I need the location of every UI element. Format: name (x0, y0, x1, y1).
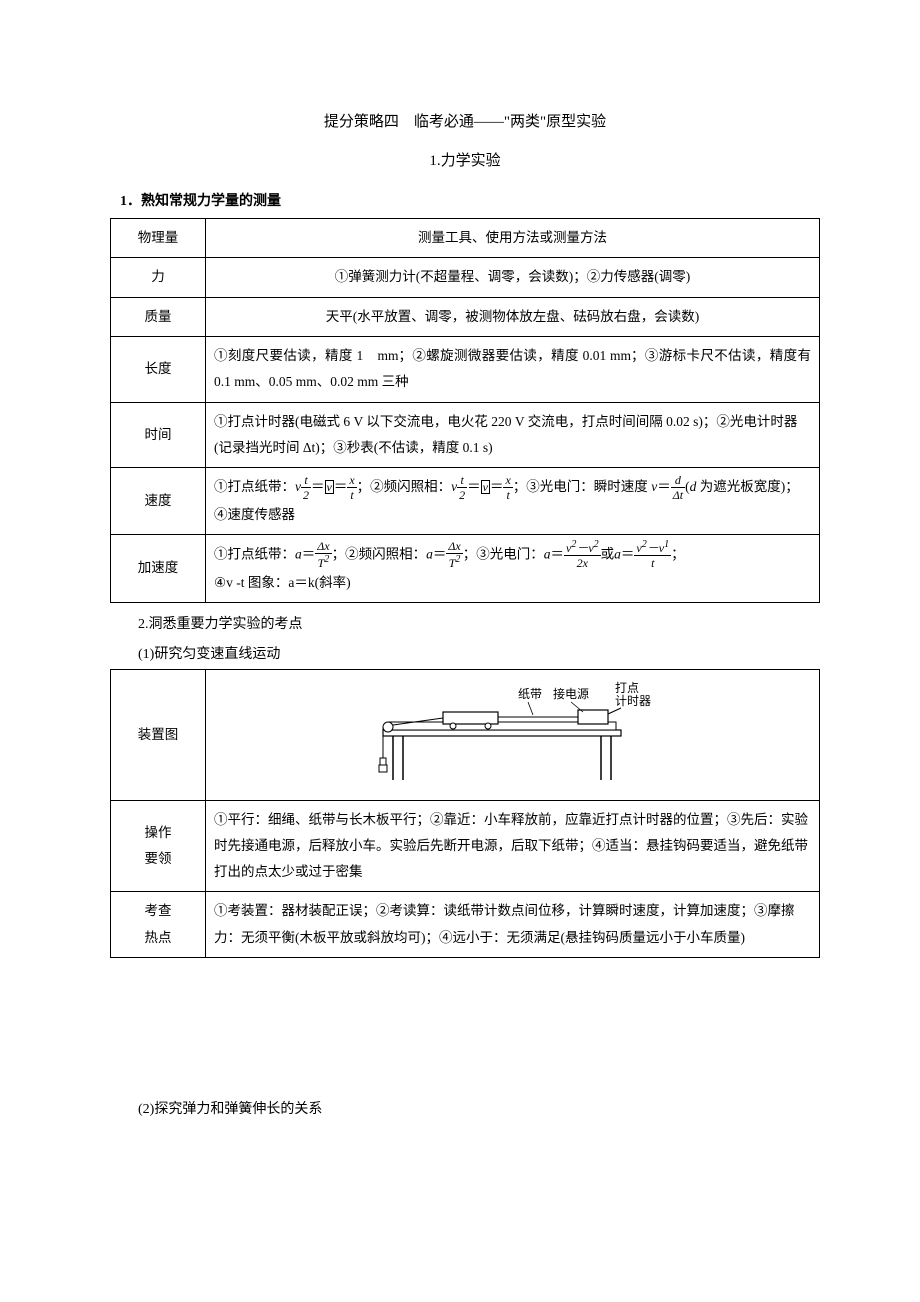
table-row: 质量 天平(水平放置、调零，被测物体放左盘、砝码放右盘，会读数) (111, 297, 820, 336)
row-text-mass: 天平(水平放置、调零，被测物体放左盘、砝码放右盘，会读数) (206, 297, 820, 336)
section2-heading: 2.洞悉重要力学实验的考点 (138, 613, 820, 633)
row-label-mass: 质量 (111, 297, 206, 336)
row-text-hotspot: ①考装置：器材装配正误；②考读算：读纸带计数点间位移，计算瞬时速度，计算加速度；… (206, 892, 820, 958)
experiment1-title: (1)研究匀变速直线运动 (138, 643, 820, 663)
row-label-time: 时间 (111, 402, 206, 468)
v-part3: ；③光电门：瞬时速度 (513, 479, 651, 494)
table-row: 装置图 (111, 670, 820, 800)
label-tape: 纸带 (518, 687, 542, 701)
row-text-time: ①打点计时器(电磁式 6 V 以下交流电，电火花 220 V 交流电，打点时间间… (206, 402, 820, 468)
label-timer-2: 计时器 (615, 694, 651, 708)
table-row: 加速度 ①打点纸带：a＝ΔxT2；②频闪照相：a＝ΔxT2；③光电门：a＝v2－… (111, 534, 820, 602)
row-text-accel: ①打点纸带：a＝ΔxT2；②频闪照相：a＝ΔxT2；③光电门：a＝v2－v22x… (206, 534, 820, 602)
table-row: 考查 热点 ①考装置：器材装配正误；②考读算：读纸带计数点间位移，计算瞬时速度，… (111, 892, 820, 958)
table-row: 操作 要领 ①平行：细绳、纸带与长木板平行；②靠近：小车释放前，应靠近打点计时器… (111, 800, 820, 892)
header-quantity: 物理量 (111, 219, 206, 258)
row-label-operation: 操作 要领 (111, 800, 206, 892)
row-label-velocity: 速度 (111, 468, 206, 535)
v-part2: ；②频闪照相： (357, 479, 452, 494)
row-label-diagram: 装置图 (111, 670, 206, 800)
a-part1: ①打点纸带： (214, 547, 295, 562)
experiment2-title: (2)探究弹力和弹簧伸长的关系 (138, 1098, 820, 1118)
a-part6: ④v -t 图象：a＝k(斜率) (214, 575, 351, 590)
apparatus-svg: 纸带 接电源 打点 计时器 (353, 680, 673, 780)
label-timer-1: 打点 (615, 681, 639, 695)
a-part3: ；③光电门： (463, 547, 544, 562)
doc-subtitle: 1.力学实验 (110, 149, 820, 170)
table-row: 时间 ①打点计时器(电磁式 6 V 以下交流电，电火花 220 V 交流电，打点… (111, 402, 820, 468)
row-text-length: ①刻度尺要估读，精度 1 mm；②螺旋测微器要估读，精度 0.01 mm；③游标… (206, 336, 820, 402)
row-text-velocity: ①打点纸带：vt2＝v＝xt；②频闪照相：vt2＝v＝xt；③光电门：瞬时速度 … (206, 468, 820, 535)
table-experiment1: 装置图 (110, 669, 820, 958)
v-part1: ①打点纸带： (214, 479, 295, 494)
row-label-force: 力 (111, 258, 206, 297)
table-header-row: 物理量 测量工具、使用方法或测量方法 (111, 219, 820, 258)
row-label-length: 长度 (111, 336, 206, 402)
section1-heading: 1．熟知常规力学量的测量 (120, 190, 820, 210)
row-label-hotspot: 考查 热点 (111, 892, 206, 958)
a-part2: ；②频闪照相： (332, 547, 427, 562)
table-measurements: 物理量 测量工具、使用方法或测量方法 力 ①弹簧测力计(不超量程、调零，会读数)… (110, 218, 820, 603)
row-label-accel: 加速度 (111, 534, 206, 602)
a-part5: ； (671, 547, 685, 562)
doc-title: 提分策略四 临考必通——"两类"原型实验 (110, 110, 820, 131)
table-row: 力 ①弹簧测力计(不超量程、调零，会读数)；②力传感器(调零) (111, 258, 820, 297)
page: 提分策略四 临考必通——"两类"原型实验 1.力学实验 1．熟知常规力学量的测量… (0, 0, 920, 1184)
row-text-force: ①弹簧测力计(不超量程、调零，会读数)；②力传感器(调零) (206, 258, 820, 297)
a-part4: 或 (601, 547, 615, 562)
row-text-operation: ①平行：细绳、纸带与长木板平行；②靠近：小车释放前，应靠近打点计时器的位置；③先… (206, 800, 820, 892)
label-power: 接电源 (553, 686, 589, 701)
table-row: 速度 ①打点纸带：vt2＝v＝xt；②频闪照相：vt2＝v＝xt；③光电门：瞬时… (111, 468, 820, 535)
header-method: 测量工具、使用方法或测量方法 (206, 219, 820, 258)
apparatus-diagram: 纸带 接电源 打点 计时器 (206, 670, 820, 800)
table-row: 长度 ①刻度尺要估读，精度 1 mm；②螺旋测微器要估读，精度 0.01 mm；… (111, 336, 820, 402)
